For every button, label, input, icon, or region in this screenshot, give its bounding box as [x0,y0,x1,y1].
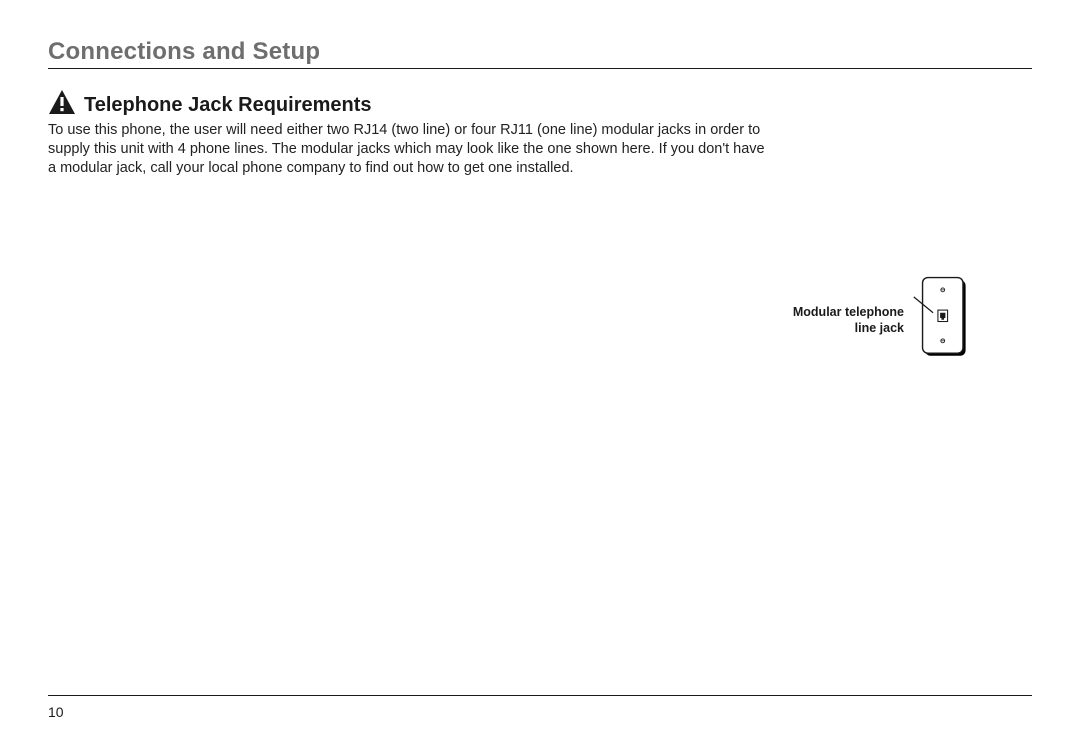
wall-jack-icon [912,268,970,373]
section-heading-row: Telephone Jack Requirements [48,89,1032,115]
manual-page: Connections and Setup Telephone Jack Req… [0,0,1080,742]
footer-rule [48,695,1032,696]
figure-label: Modular telephone line jack [793,305,904,336]
figure-label-line2: line jack [855,321,904,335]
figure-label-line1: Modular telephone [793,305,904,319]
body-paragraph: To use this phone, the user will need ei… [48,121,768,178]
chapter-title: Connections and Setup [48,38,1032,69]
section-title: Telephone Jack Requirements [84,95,372,115]
jack-figure: Modular telephone line jack [793,268,970,373]
page-number: 10 [48,704,64,720]
warning-triangle-icon [48,89,76,115]
